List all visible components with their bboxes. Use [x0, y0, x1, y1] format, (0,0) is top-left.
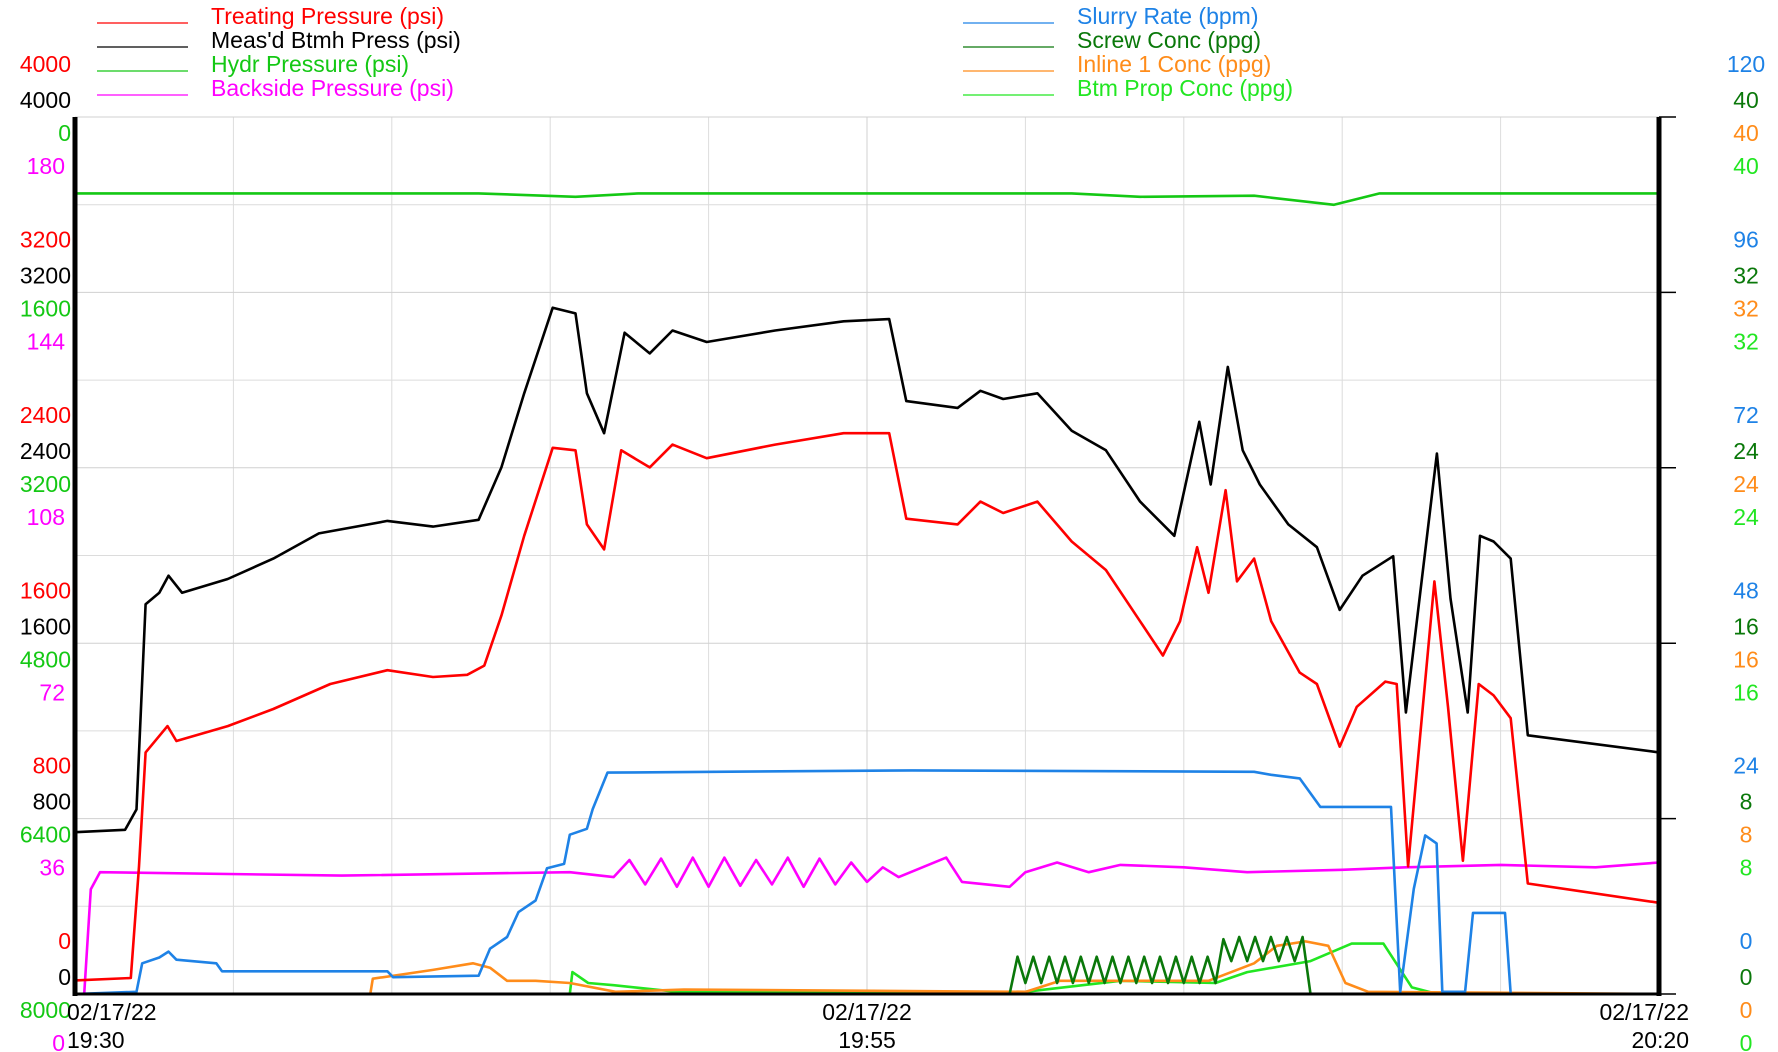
y2-tick-label: 24 [1733, 471, 1759, 497]
y-tick-label: 36 [39, 855, 65, 881]
y-tick-label: 8000 [20, 997, 71, 1023]
y-tick-label: 108 [27, 504, 65, 530]
y2-tick-label: 8 [1740, 789, 1753, 815]
y-tick-label: 3200 [20, 471, 71, 497]
y-tick-label: 3200 [20, 262, 71, 288]
y-tick-label: 180 [27, 153, 65, 179]
series-line [75, 856, 1660, 996]
y-tick-label: 800 [33, 789, 71, 815]
series-line [75, 940, 1660, 996]
y-tick-label: 144 [27, 328, 66, 354]
y-tick-label: 2400 [20, 402, 71, 428]
y-tick-label: 0 [52, 1030, 65, 1052]
legend-label: Meas'd Btmh Press (psi) [211, 27, 461, 53]
y2-tick-label: 16 [1733, 613, 1759, 639]
series-line [75, 935, 1659, 996]
series-line [75, 192, 1659, 207]
series-line [74, 306, 1660, 834]
y2-tick-label: 24 [1733, 438, 1759, 464]
y2-tick-label: 32 [1733, 262, 1759, 288]
y-tick-label: 800 [33, 753, 71, 779]
legend-label: Btm Prop Conc (ppg) [1077, 75, 1293, 101]
legend-label: Treating Pressure (psi) [211, 3, 444, 29]
series-line [74, 769, 1659, 996]
y-tick-label: 3200 [20, 226, 71, 252]
y2-tick-label: 48 [1733, 577, 1759, 603]
y-tick-label: 1600 [20, 295, 71, 321]
y2-tick-label: 0 [1740, 997, 1753, 1023]
y-tick-label: 0 [58, 120, 71, 146]
y2-tick-label: 0 [1740, 964, 1753, 990]
y-tick-label: 72 [39, 679, 65, 705]
y2-tick-label: 32 [1733, 328, 1759, 354]
legend-label: Backside Pressure (psi) [211, 75, 454, 101]
y2-tick-label: 0 [1740, 1030, 1753, 1052]
y-tick-label: 4000 [20, 51, 71, 77]
y2-tick-label: 96 [1733, 226, 1759, 252]
y2-tick-label: 8 [1740, 822, 1753, 848]
y-tick-label: 0 [58, 964, 71, 990]
y2-tick-label: 0 [1740, 928, 1753, 954]
y2-tick-label: 24 [1733, 504, 1759, 530]
y-tick-label: 4800 [20, 646, 71, 672]
y2-tick-label: 120 [1727, 51, 1765, 77]
y2-tick-label: 16 [1733, 646, 1759, 672]
y2-tick-label: 72 [1733, 402, 1759, 428]
y-tick-label: 1600 [20, 613, 71, 639]
legend-label: Hydr Pressure (psi) [211, 51, 409, 77]
y-tick-label: 1600 [20, 577, 71, 603]
y2-tick-label: 32 [1733, 295, 1759, 321]
legend-label: Inline 1 Conc (ppg) [1077, 51, 1271, 77]
y-tick-label: 2400 [20, 438, 71, 464]
x-tick-label: 02/17/22 19:55 [822, 999, 912, 1052]
y2-tick-label: 8 [1740, 855, 1753, 881]
x-tick-label: 02/17/22 20:20 [1599, 999, 1689, 1052]
y2-tick-label: 40 [1733, 120, 1759, 146]
y-tick-label: 0 [58, 928, 71, 954]
x-tick-label: 02/17/22 19:30 [67, 999, 157, 1052]
y2-tick-label: 24 [1733, 753, 1759, 779]
y2-tick-label: 40 [1733, 153, 1759, 179]
y2-tick-label: 16 [1733, 679, 1759, 705]
y2-tick-label: 40 [1733, 87, 1759, 113]
series-line [74, 431, 1660, 982]
y-tick-label: 4000 [20, 87, 71, 113]
y-tick-label: 6400 [20, 822, 71, 848]
legend-label: Screw Conc (ppg) [1077, 27, 1261, 53]
legend-label: Slurry Rate (bpm) [1077, 3, 1258, 29]
